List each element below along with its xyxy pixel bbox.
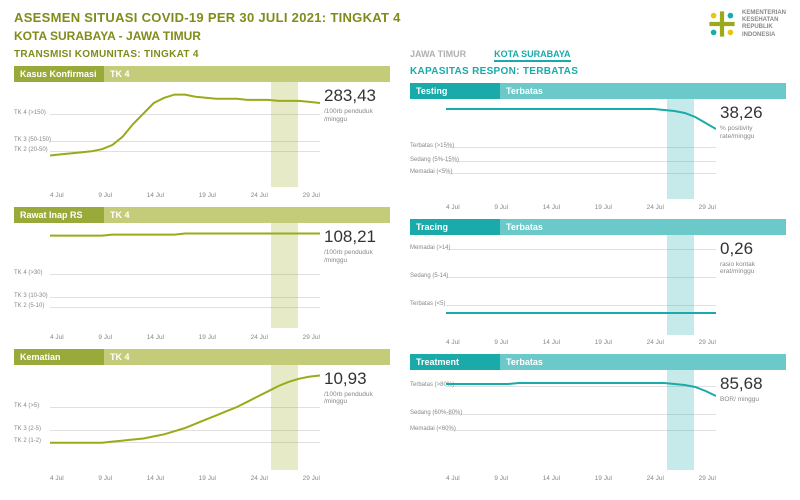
x-axis: 4 Jul9 Jul14 Jul19 Jul24 Jul29 Jul	[446, 339, 716, 346]
chart-area: Terbatas (>80%)Sedang (60%-80%)Memadai (…	[410, 370, 716, 482]
panel-rawat-inap-rs: Rawat Inap RSTK 4TK 4 (>30)TK 3 (10-30)T…	[14, 207, 390, 340]
panel-level: Terbatas	[500, 83, 786, 99]
chart-area: Memadai (>14) Sedang (5-14) Terbatas (<5) 4…	[410, 235, 716, 347]
title-main: ASESMEN SITUASI COVID-19 PER 30 JULI 202…	[14, 10, 401, 25]
value-block: 85,68 BOR/ minggu	[716, 370, 786, 482]
header: ASESMEN SITUASI COVID-19 PER 30 JULI 202…	[14, 10, 786, 43]
panel-title: Testing	[410, 83, 500, 99]
metric-unit: % positivity rate/minggu	[720, 125, 786, 141]
metric-unit: rasio kontak erat/minggu	[720, 261, 786, 277]
threshold-label: TK 2 (5-10)	[14, 303, 44, 309]
chart-area: Terbatas (>15%)Sedang (5%-15%)Memadai (<…	[410, 99, 716, 211]
right-section-header: KAPASITAS RESPON: TERBATAS	[410, 66, 786, 77]
x-axis: 4 Jul9 Jul14 Jul19 Jul24 Jul29 Jul	[446, 204, 716, 211]
x-axis: 4 Jul9 Jul14 Jul19 Jul24 Jul29 Jul	[446, 475, 716, 482]
panel-kasus-konfirmasi: Kasus KonfirmasiTK 4 TK 4 (>150) TK 3 (50-…	[14, 66, 390, 199]
region-tabs: JAWA TIMUR KOTA SURABAYA	[410, 49, 786, 62]
value-block: 283,43/100rb penduduk /minggu	[320, 82, 390, 199]
threshold-label: TK 4 (>150)	[14, 110, 46, 116]
threshold-label: TK 4 (>30)	[14, 270, 43, 276]
chart-area: TK 4 (>5) TK 3 (2-5) TK 2 (1-2) 4 Jul9 Jul1…	[14, 365, 320, 482]
panel-level: TK 4	[104, 349, 390, 365]
threshold-label: TK 3 (10-30)	[14, 293, 48, 299]
metric-value: 108,21	[324, 227, 376, 247]
metric-value: 0,26	[720, 239, 753, 259]
threshold-label: TK 2 (20-50)	[14, 147, 48, 153]
panel-level: TK 4	[104, 66, 390, 82]
tab-kota-surabaya[interactable]: KOTA SURABAYA	[494, 49, 570, 62]
value-block: 10,93/100rb penduduk /minggu	[320, 365, 390, 482]
content-columns: TRANSMISI KOMUNITAS: TINGKAT 4 Kasus Kon…	[14, 49, 786, 490]
ministry-logo: KEMENTERIANKESEHATANREPUBLIKINDONESIA	[708, 10, 786, 39]
logo-text: KEMENTERIANKESEHATANREPUBLIKINDONESIA	[742, 10, 786, 39]
tab-jawa-timur[interactable]: JAWA TIMUR	[410, 49, 466, 62]
x-axis: 4 Jul9 Jul14 Jul19 Jul24 Jul29 Jul	[50, 192, 320, 199]
panel-title: Tracing	[410, 219, 500, 235]
right-column: JAWA TIMUR KOTA SURABAYA KAPASITAS RESPON…	[410, 49, 786, 490]
panel-level: Terbatas	[500, 219, 786, 235]
threshold-label: Sedang (5-14)	[410, 273, 448, 279]
panel-testing: TestingTerbatasTerbatas (>15%)Sedang (5%…	[410, 83, 786, 211]
left-section-header: TRANSMISI KOMUNITAS: TINGKAT 4	[14, 49, 390, 60]
chart-area: TK 4 (>30) TK 3 (10-30) TK 2 (5-10) 4 Jul9 …	[14, 223, 320, 340]
page-root: ASESMEN SITUASI COVID-19 PER 30 JULI 202…	[0, 0, 800, 500]
metric-value: 85,68	[720, 374, 763, 394]
panel-title: Kasus Konfirmasi	[14, 66, 104, 82]
threshold-label: TK 3 (50-150)	[14, 137, 51, 143]
left-column: TRANSMISI KOMUNITAS: TINGKAT 4 Kasus Kon…	[14, 49, 390, 490]
title-block: ASESMEN SITUASI COVID-19 PER 30 JULI 202…	[14, 10, 401, 43]
threshold-label: TK 3 (2-5)	[14, 426, 41, 432]
panel-kematian: KematianTK 4 TK 4 (>5) TK 3 (2-5) TK 2 (1-2…	[14, 349, 390, 482]
panel-title: Treatment	[410, 354, 500, 370]
panel-treatment: TreatmentTerbatasTerbatas (>80%)Sedang (…	[410, 354, 786, 482]
value-block: 0,26 rasio kontak erat/minggu	[716, 235, 786, 347]
threshold-label: TK 4 (>5)	[14, 403, 39, 409]
metric-unit: BOR/ minggu	[720, 396, 759, 404]
metric-value: 10,93	[324, 369, 367, 389]
chart-area: TK 4 (>150) TK 3 (50-150) TK 2 (20-50) 4 Ju…	[14, 82, 320, 199]
panel-title: Rawat Inap RS	[14, 207, 104, 223]
panel-tracing: TracingTerbatas Memadai (>14) Sedang (5-14…	[410, 219, 786, 347]
panel-level: Terbatas	[500, 354, 786, 370]
metric-unit: /100rb penduduk /minggu	[324, 391, 390, 407]
metric-unit: /100rb penduduk /minggu	[324, 108, 390, 124]
x-axis: 4 Jul9 Jul14 Jul19 Jul24 Jul29 Jul	[50, 475, 320, 482]
title-sub: KOTA SURABAYA - JAWA TIMUR	[14, 29, 401, 43]
metric-unit: /100rb penduduk /minggu	[324, 249, 390, 265]
metric-value: 283,43	[324, 86, 376, 106]
threshold-label: Terbatas (<5)	[410, 301, 446, 307]
logo-mark-icon	[708, 10, 736, 38]
x-axis: 4 Jul9 Jul14 Jul19 Jul24 Jul29 Jul	[50, 334, 320, 341]
metric-value: 38,26	[720, 103, 763, 123]
value-block: 108,21/100rb penduduk /minggu	[320, 223, 390, 340]
panel-title: Kematian	[14, 349, 104, 365]
value-block: 38,26 % positivity rate/minggu	[716, 99, 786, 211]
threshold-label: Memadai (>14)	[410, 245, 451, 251]
panel-level: TK 4	[104, 207, 390, 223]
threshold-label: TK 2 (1-2)	[14, 438, 41, 444]
